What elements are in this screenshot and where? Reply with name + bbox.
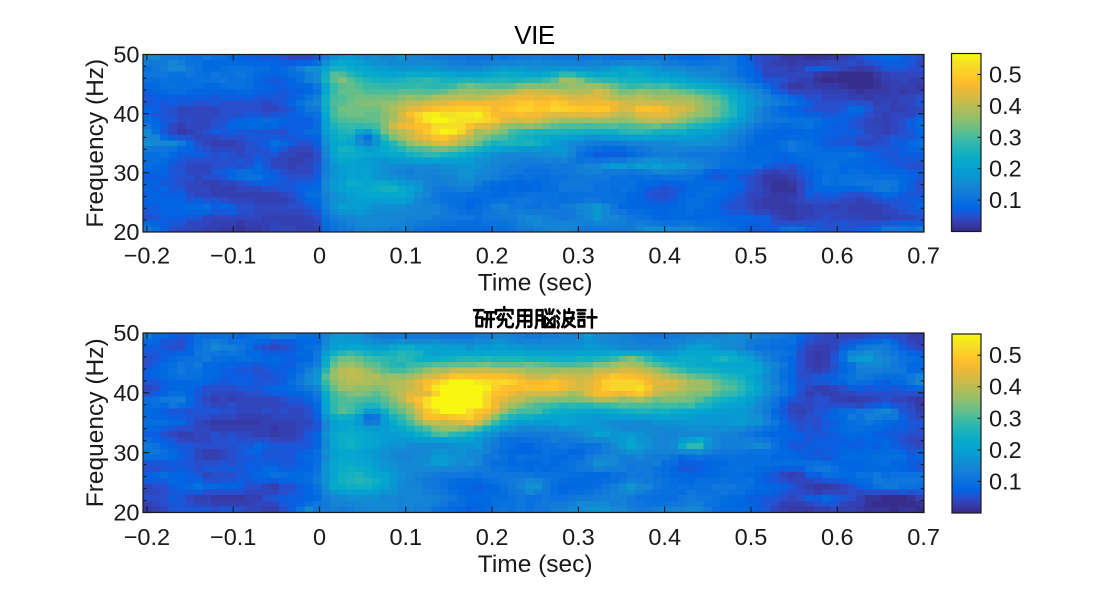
svg-text:0.3: 0.3 xyxy=(989,405,1022,431)
svg-text:0: 0 xyxy=(313,524,326,550)
svg-text:30: 30 xyxy=(113,160,139,186)
svg-text:Frequency (Hz): Frequency (Hz) xyxy=(82,338,109,507)
svg-text:0.5: 0.5 xyxy=(989,62,1022,88)
svg-text:20: 20 xyxy=(113,500,139,526)
svg-text:30: 30 xyxy=(113,440,139,466)
svg-text:0.4: 0.4 xyxy=(989,93,1022,119)
svg-text:0.6: 0.6 xyxy=(821,524,854,550)
svg-text:0.2: 0.2 xyxy=(989,156,1022,182)
svg-text:20: 20 xyxy=(113,219,139,245)
svg-text:0.2: 0.2 xyxy=(476,524,509,550)
svg-text:−0.2: −0.2 xyxy=(124,243,170,269)
svg-text:0: 0 xyxy=(313,243,326,269)
svg-text:0.1: 0.1 xyxy=(389,243,422,269)
svg-text:0.1: 0.1 xyxy=(989,187,1022,213)
svg-text:−0.1: −0.1 xyxy=(210,524,256,550)
svg-text:−0.2: −0.2 xyxy=(124,524,170,550)
svg-text:0.6: 0.6 xyxy=(821,243,854,269)
svg-text:0.1: 0.1 xyxy=(389,524,422,550)
svg-text:0.5: 0.5 xyxy=(735,524,768,550)
svg-text:0.3: 0.3 xyxy=(562,243,595,269)
svg-text:0.3: 0.3 xyxy=(989,124,1022,150)
svg-text:0.5: 0.5 xyxy=(989,342,1022,368)
svg-text:50: 50 xyxy=(113,320,139,346)
svg-text:0.3: 0.3 xyxy=(562,524,595,550)
svg-text:0.4: 0.4 xyxy=(989,374,1022,400)
svg-text:−0.1: −0.1 xyxy=(210,243,256,269)
svg-text:0.2: 0.2 xyxy=(476,243,509,269)
svg-text:Time (sec): Time (sec) xyxy=(478,551,593,578)
svg-text:0.4: 0.4 xyxy=(648,524,681,550)
svg-text:40: 40 xyxy=(113,101,139,127)
svg-text:Frequency (Hz): Frequency (Hz) xyxy=(82,59,109,228)
svg-text:0.7: 0.7 xyxy=(907,524,940,550)
svg-text:VIE: VIE xyxy=(514,20,555,50)
svg-text:50: 50 xyxy=(113,42,139,68)
svg-text:0.5: 0.5 xyxy=(735,243,768,269)
svg-text:0.4: 0.4 xyxy=(648,243,681,269)
svg-text:0.1: 0.1 xyxy=(989,468,1022,494)
svg-text:Time (sec): Time (sec) xyxy=(478,270,593,297)
svg-text:0.7: 0.7 xyxy=(907,243,940,269)
svg-text:0.2: 0.2 xyxy=(989,437,1022,463)
svg-text:40: 40 xyxy=(113,380,139,406)
